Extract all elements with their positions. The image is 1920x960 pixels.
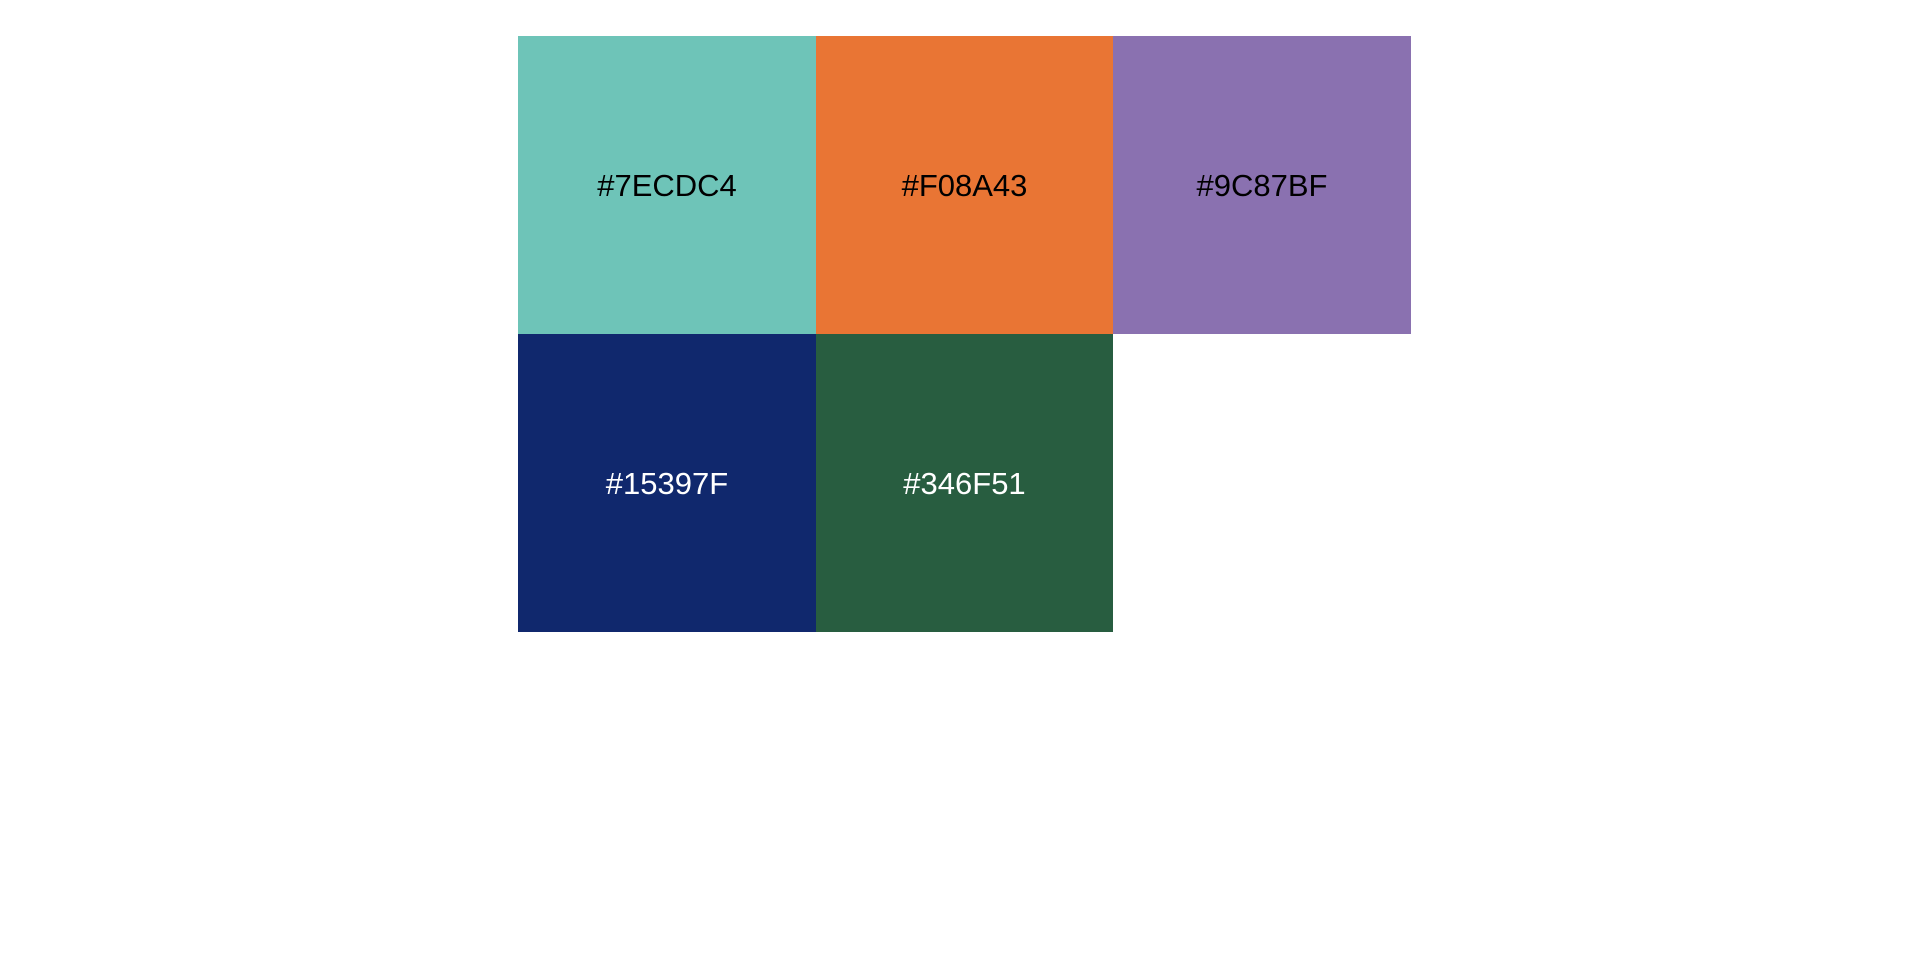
color-swatch: #9C87BF [1113,36,1411,334]
swatch-hex-label: #15397F [605,465,729,501]
color-swatch: #7ECDC4 [518,36,816,334]
swatch-hex-label: #9C87BF [1196,167,1328,203]
color-swatch: #F08A43 [816,36,1113,334]
color-palette-grid: #7ECDC4 #F08A43 #9C87BF #15397F #346F51 [518,36,1411,632]
color-swatch: #346F51 [816,334,1113,632]
swatch-hex-label: #F08A43 [901,167,1028,203]
swatch-hex-label: #346F51 [903,465,1026,501]
swatch-hex-label: #7ECDC4 [597,167,737,203]
color-swatch: #15397F [518,334,816,632]
